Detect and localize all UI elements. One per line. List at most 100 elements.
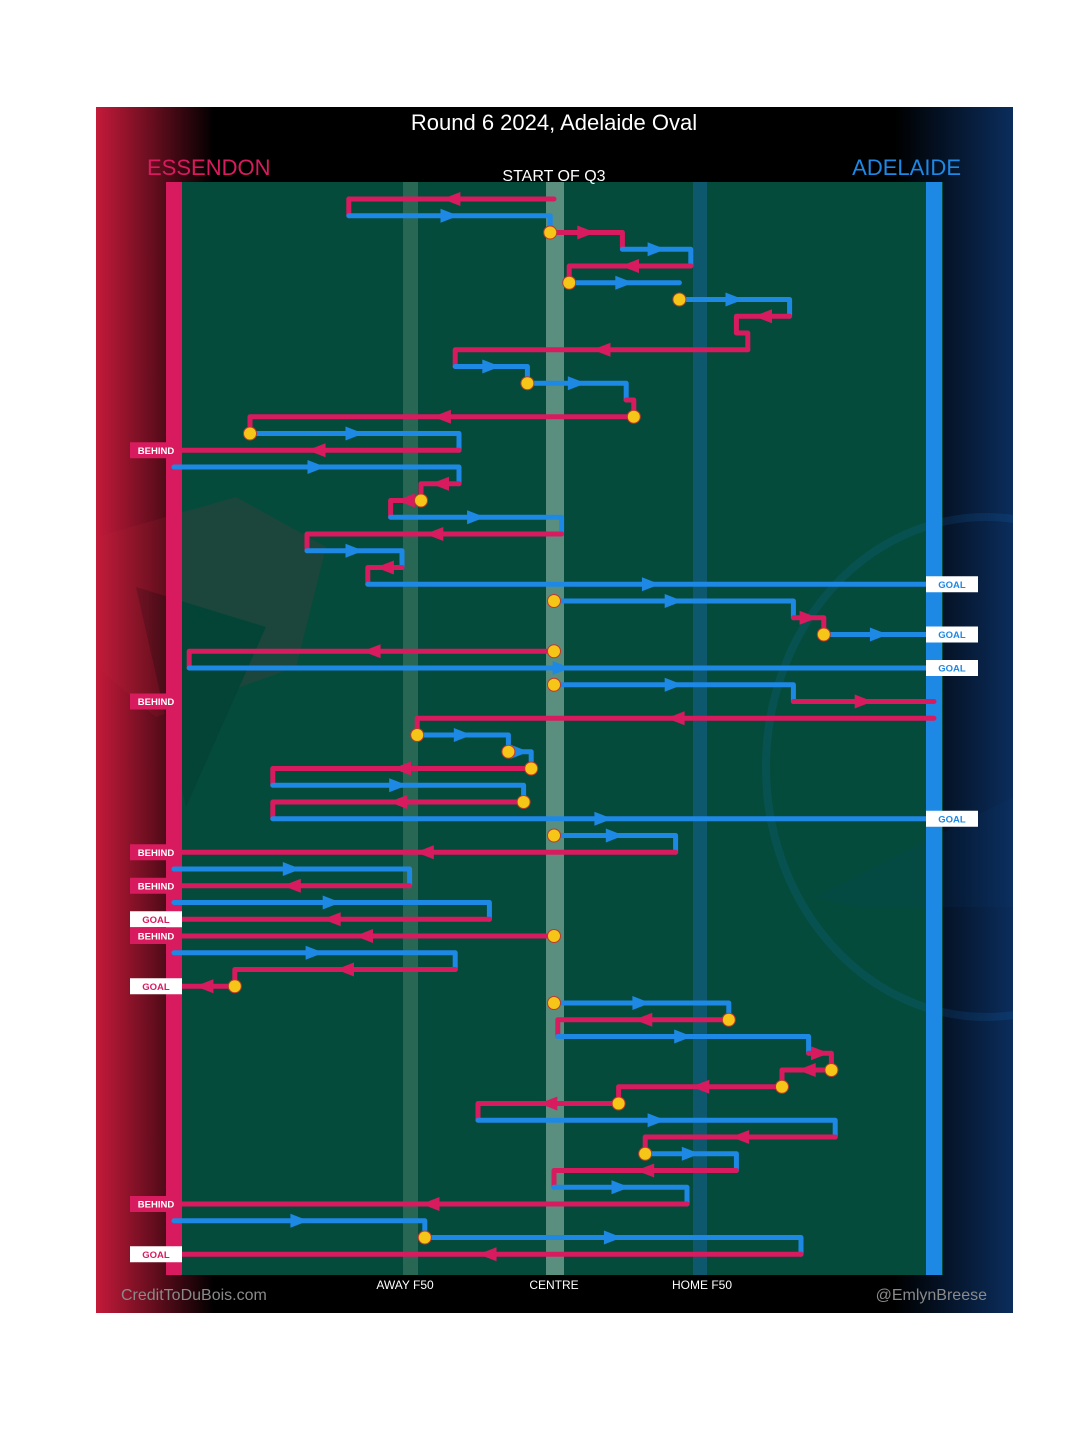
goal-label-37: GOAL	[938, 814, 966, 825]
goal-badge-63	[130, 1246, 182, 1263]
chain-arrow-4	[647, 242, 666, 257]
chain-arrow-14	[345, 426, 364, 441]
essendon-chain-27	[186, 648, 557, 671]
chain-arrow-10	[482, 359, 501, 374]
score-labels: BEHIND GOAL GOAL GOAL BEHIND GOAL BEHIND BEHIND…	[130, 442, 978, 1263]
game-flow-chart: BEHIND GOAL GOAL GOAL BEHIND GOAL BEHIND BEHIND…	[96, 107, 1013, 1313]
chain-arrow-45	[305, 945, 324, 960]
chain-arrow-56	[731, 1130, 750, 1144]
adelaide-chain-55	[475, 1117, 838, 1140]
stoppage-marker-24	[547, 594, 561, 608]
chain-arrow-16	[307, 460, 326, 474]
stoppage-marker-36	[516, 795, 531, 809]
chain-arrow-40	[282, 862, 301, 876]
adelaide-chain-11	[524, 380, 629, 403]
behind-badge-39	[130, 844, 182, 861]
chain-arrow-19	[467, 510, 486, 525]
stoppage-marker-57	[638, 1146, 653, 1161]
essendon-chain-49	[555, 1017, 732, 1039]
stoppage-markers	[227, 225, 839, 1245]
axis-label-away-f50: AWAY F50	[376, 1278, 434, 1292]
chain-arrow-50	[674, 1029, 693, 1044]
stoppage-marker-34	[524, 761, 539, 776]
chain-arrow-46	[336, 962, 354, 977]
goal-label-43: GOAL	[142, 915, 170, 926]
credit-left: CreditToDuBois.com	[121, 1287, 267, 1304]
chart-canvas: BEHIND GOAL GOAL GOAL BEHIND GOAL BEHIND BEHIND…	[96, 107, 1013, 1313]
chain-arrow-62	[603, 1230, 622, 1245]
stoppage-marker-49	[721, 1012, 736, 1027]
chart-title: Round 6 2024, Adelaide Oval	[411, 110, 697, 135]
adelaide-chain-38	[551, 833, 679, 855]
behind-badge-60	[130, 1196, 182, 1212]
goal-label-26: GOAL	[938, 630, 966, 641]
behind-badge-15	[130, 442, 182, 459]
essendon-chain-20	[304, 531, 565, 554]
chain-arrow-37	[594, 811, 613, 826]
essendon-chain-3	[547, 230, 625, 252]
goal-label-28: GOAL	[938, 664, 966, 675]
chain-arrow-63	[478, 1247, 497, 1262]
behind-badge-30	[130, 693, 182, 710]
stoppage-marker-33	[501, 744, 516, 759]
stoppage-marker-26	[816, 627, 831, 642]
chain-arrow-57	[681, 1146, 700, 1161]
chain-arrow-61	[290, 1213, 309, 1228]
chain-arrow-24	[664, 594, 683, 608]
chart-subtitle: START OF Q3	[502, 168, 605, 185]
adelaide-chain-57	[642, 1151, 739, 1173]
chain-arrow-36	[389, 795, 408, 809]
stoppage-marker-62	[417, 1230, 432, 1245]
essendon-chain-34	[270, 766, 534, 788]
chain-arrow-31	[666, 711, 685, 726]
chain-arrow-48	[632, 996, 651, 1010]
behind-label-30: BEHIND	[138, 697, 175, 708]
chain-arrow-11	[567, 376, 586, 391]
stoppage-marker-14	[243, 426, 257, 441]
chain-arrow-33	[510, 744, 529, 759]
goal-badge-26	[926, 626, 978, 643]
axis-label-centre: CENTRE	[529, 1278, 578, 1292]
left-team-name: ESSENDON	[147, 155, 270, 180]
chain-arrow-27	[362, 644, 381, 659]
stoppage-marker-44	[547, 929, 561, 943]
chain-arrow-55	[647, 1113, 666, 1128]
chain-arrow-17	[431, 476, 449, 491]
adelaide-chain-42	[171, 900, 492, 922]
chain-arrow-13	[432, 409, 451, 424]
adelaide-chain-7	[676, 297, 793, 319]
chain-arrow-23	[641, 577, 660, 592]
stoppage-marker-38	[547, 828, 561, 843]
essendon-chain-36	[270, 799, 527, 822]
adelaide-chain-19	[388, 514, 565, 537]
chain-arrow-7	[725, 292, 744, 307]
goal-label-23: GOAL	[938, 580, 966, 591]
adelaide-chain-50	[555, 1034, 812, 1056]
stoppage-marker-54	[611, 1096, 626, 1111]
chain-arrow-22	[375, 560, 394, 575]
chain-arrow-51	[811, 1046, 829, 1061]
away-f50-line	[403, 182, 418, 1275]
chain-arrow-15	[307, 443, 326, 458]
chain-arrow-30	[854, 694, 873, 709]
chain-arrow-53	[691, 1079, 710, 1094]
behind-badge-41	[130, 877, 182, 894]
adelaide-chain-21	[304, 548, 405, 570]
chain-arrow-52	[797, 1063, 816, 1077]
behind-label-44: BEHIND	[138, 932, 175, 943]
chain-arrow-9	[592, 342, 611, 357]
goal-badge-47	[130, 978, 182, 995]
chain-arrow-44	[355, 929, 373, 943]
goal-badge-43	[130, 911, 182, 928]
chain-arrow-3	[577, 225, 596, 240]
stoppage-marker-29	[547, 677, 561, 692]
goal-label-63: GOAL	[142, 1250, 170, 1261]
chain-arrow-41	[282, 878, 301, 893]
chain-arrow-49	[634, 1012, 653, 1027]
chain-arrow-8	[754, 309, 772, 324]
chain-arrow-32	[453, 728, 472, 742]
chain-arrow-34	[393, 761, 411, 776]
adelaide-chain-59	[551, 1184, 690, 1207]
chain-arrow-25	[799, 610, 818, 625]
chain-arrow-21	[345, 543, 364, 558]
